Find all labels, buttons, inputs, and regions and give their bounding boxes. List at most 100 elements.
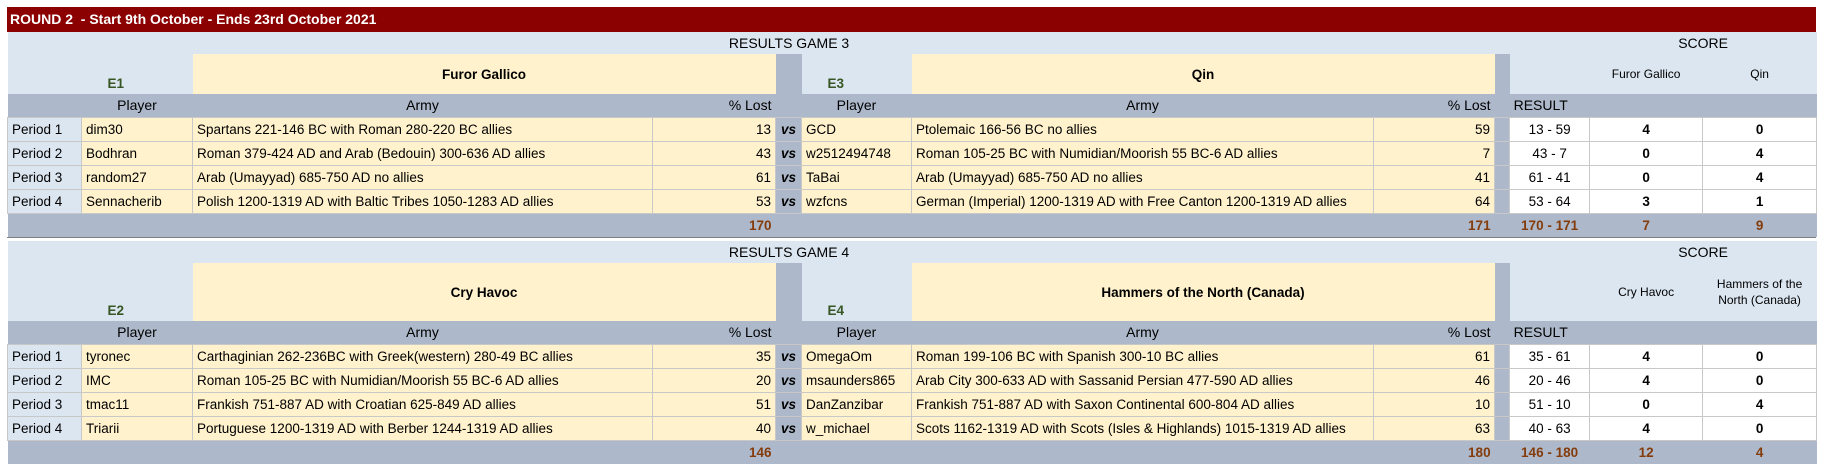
score: 4	[1589, 116, 1704, 142]
cell	[801, 213, 912, 237]
player: Triarii	[81, 415, 193, 441]
result: 53 - 64	[1509, 188, 1591, 214]
cell	[1494, 94, 1510, 117]
score: 0	[1702, 415, 1818, 441]
percent-lost: 40	[652, 415, 776, 441]
column-label: Army	[911, 94, 1374, 117]
vs-label: vs	[775, 140, 802, 166]
player: w_michael	[801, 415, 912, 441]
cell	[1494, 241, 1510, 263]
player: GCD	[801, 116, 912, 142]
team-seed: E2	[81, 263, 193, 321]
vs-label: vs	[775, 343, 802, 369]
column-label: Army	[911, 321, 1374, 344]
score: 0	[1702, 343, 1818, 369]
percent-lost: 7	[1372, 140, 1496, 166]
cell	[1494, 116, 1511, 142]
army: Arab (Umayyad) 685-750 AD no allies	[911, 164, 1374, 190]
army: Scots 1162-1319 AD with Scots (Isles & H…	[911, 415, 1374, 441]
score: 4	[1702, 140, 1818, 166]
cell	[1494, 343, 1511, 369]
score: 4	[1589, 343, 1704, 369]
cell	[775, 263, 802, 321]
team-seed: E1	[81, 54, 193, 94]
percent-lost: 13	[652, 116, 776, 142]
cell	[775, 440, 802, 464]
game-title: RESULTS GAME 3	[7, 32, 1495, 54]
cell	[1509, 54, 1590, 94]
separator	[7, 237, 1816, 241]
total-score: 12	[1589, 440, 1703, 464]
percent-lost: 10	[1372, 391, 1496, 417]
period: Period 1	[7, 343, 82, 369]
score: 3	[1589, 188, 1704, 214]
percent-lost: 43	[652, 140, 776, 166]
column-label: % Lost	[652, 321, 776, 344]
game-header: RESULTS GAME 3 SCORE	[7, 32, 1817, 54]
totals-row: 170 171 170 - 171 7 9	[7, 213, 1817, 237]
vs-label: vs	[775, 116, 802, 142]
period-row: Period 1 dim30 Spartans 221-146 BC with Ro…	[7, 116, 1818, 142]
result: 51 - 10	[1509, 391, 1591, 417]
army: Roman 199-106 BC with Spanish 300-10 BC …	[911, 343, 1374, 369]
percent-lost: 61	[1372, 343, 1496, 369]
column-label: Player	[81, 321, 193, 344]
score: 4	[1589, 367, 1704, 393]
team-name: Cry Havoc	[192, 263, 776, 321]
column-label: Army	[192, 94, 653, 117]
round-title: ROUND 2 - Start 9th October - Ends 23rd …	[7, 7, 1816, 32]
column-label: Player	[81, 94, 193, 117]
total-lost: 146	[652, 440, 776, 464]
score: 1	[1702, 188, 1818, 214]
period-row: Period 2 Bodhran Roman 379-424 AD and Arab…	[7, 140, 1818, 166]
army: Roman 379-424 AD and Arab (Bedouin) 300-…	[192, 140, 653, 166]
cell	[1494, 391, 1511, 417]
cell	[1494, 54, 1510, 94]
player: random27	[81, 164, 193, 190]
army: Frankish 751-887 AD with Croatian 625-84…	[192, 391, 653, 417]
cell	[775, 321, 802, 344]
cell	[911, 440, 1374, 464]
player: wzfcns	[801, 188, 912, 214]
percent-lost: 64	[1372, 188, 1496, 214]
cell	[1494, 164, 1511, 190]
army: Spartans 221-146 BC with Roman 280-220 B…	[192, 116, 653, 142]
army: Frankish 751-887 AD with Saxon Continent…	[911, 391, 1374, 417]
vs-label: vs	[775, 415, 802, 441]
cell	[1494, 140, 1511, 166]
vs-label: vs	[775, 188, 802, 214]
cell	[1494, 321, 1510, 344]
score: 0	[1589, 140, 1704, 166]
column-header: Player Army% Lost Player Army% Lost RESULT	[7, 321, 1817, 344]
player: tyronec	[81, 343, 193, 369]
total-score: 7	[1589, 213, 1703, 237]
team-seed: E3	[801, 54, 912, 94]
player: Bodhran	[81, 140, 193, 166]
cell	[7, 440, 82, 464]
total-score: 4	[1702, 440, 1817, 464]
player: OmegaOm	[801, 343, 912, 369]
cell	[7, 54, 82, 94]
percent-lost: 63	[1372, 415, 1496, 441]
cell	[7, 321, 82, 344]
army: Portuguese 1200-1319 AD with Berber 1244…	[192, 415, 653, 441]
results-table: RESULTS GAME 3 SCORE E1 Furor Gallico E3 Qin F…	[7, 32, 1818, 237]
cell	[775, 94, 802, 117]
team-header: E1 Furor Gallico E3 Qin Furor Gallico Qin	[7, 54, 1817, 94]
score: 0	[1589, 164, 1704, 190]
cell	[1702, 321, 1817, 344]
score-title: SCORE	[1589, 32, 1817, 54]
period: Period 2	[7, 367, 82, 393]
period: Period 3	[7, 164, 82, 190]
score-team-name: Hammers of the North (Canada)	[1702, 263, 1817, 321]
total-result: 170 - 171	[1509, 213, 1590, 237]
army: German (Imperial) 1200-1319 AD with Free…	[911, 188, 1374, 214]
cell	[1509, 263, 1590, 321]
period-row: Period 4 Triarii Portuguese 1200-1319 AD w…	[7, 415, 1818, 441]
column-label: RESULT	[1509, 94, 1590, 117]
percent-lost: 51	[652, 391, 776, 417]
score-team-name: Cry Havoc	[1589, 263, 1703, 321]
cell	[1494, 188, 1511, 214]
totals-row: 146 180 146 - 180 12 4	[7, 440, 1817, 464]
